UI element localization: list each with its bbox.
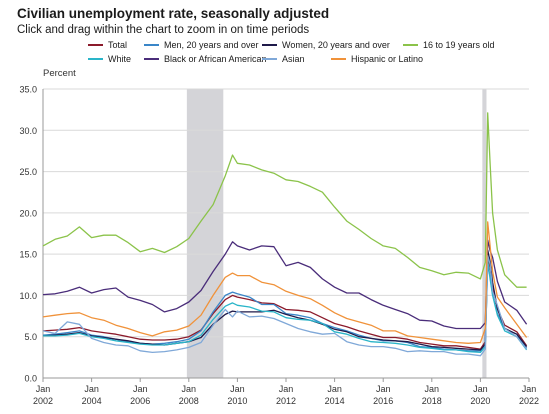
chart-legend: Total Men, 20 years and over Women, 20 yea…: [0, 40, 549, 70]
x-tick-label: Jan: [327, 384, 342, 394]
x-tick-label: Jan: [522, 384, 537, 394]
x-tick-label: Jan: [36, 384, 51, 394]
x-tick-label: 2004: [82, 396, 102, 406]
legend-label: Hispanic or Latino: [351, 54, 424, 64]
legend-item-white[interactable]: White: [88, 54, 131, 64]
y-tick-label: 35.0: [19, 85, 37, 95]
y-tick-label: 15.0: [19, 250, 37, 260]
legend-item-women-20-years-and-over[interactable]: Women, 20 years and over: [262, 40, 390, 50]
x-tick-label: 2022: [519, 396, 539, 406]
legend-label: 16 to 19 years old: [423, 40, 495, 50]
legend-item-black-or-african-american[interactable]: Black or African American: [144, 54, 267, 64]
x-tick-label: 2020: [470, 396, 490, 406]
series-line-hispanic-or-latino: [42, 221, 528, 344]
legend-label: Total: [108, 40, 128, 50]
y-tick-label: 0.0: [24, 374, 37, 384]
legend-swatch: [331, 58, 346, 60]
y-axis-label: Percent: [43, 68, 76, 79]
chart-subtitle: Click and drag within the chart to zoom …: [17, 24, 310, 36]
legend-swatch: [262, 58, 277, 60]
x-tick-label: 2010: [227, 396, 247, 406]
series-line-16-to-19-years-old: [42, 112, 527, 288]
series-line-total: [42, 255, 528, 350]
chart-title: Civilian unemployment rate, seasonally a…: [17, 6, 330, 21]
x-tick-label: 2002: [33, 396, 53, 406]
legend-label: Asian: [282, 54, 305, 64]
y-tick-label: 20.0: [19, 208, 37, 218]
legend-label: Women, 20 years and over: [282, 40, 390, 50]
legend-swatch: [403, 44, 418, 46]
x-tick-label: Jan: [182, 384, 197, 394]
x-tick-label: 2012: [276, 396, 296, 406]
legend-label: Black or African American: [164, 54, 267, 64]
legend-swatch: [144, 44, 159, 46]
legend-swatch: [88, 44, 103, 46]
x-tick-label: 2016: [373, 396, 393, 406]
legend-item-16-to-19-years-old[interactable]: 16 to 19 years old: [403, 40, 495, 50]
series-line-white: [43, 260, 528, 354]
x-tick-label: Jan: [473, 384, 488, 394]
y-tick-label: 30.0: [19, 126, 37, 136]
legend-item-total[interactable]: Total: [88, 40, 127, 50]
legend-swatch: [262, 44, 277, 46]
y-tick-label: 10.0: [19, 291, 37, 301]
legend-swatch: [88, 58, 103, 60]
legend-item-men-20-years-and-over[interactable]: Men, 20 years and over: [144, 40, 259, 50]
legend-swatch: [144, 58, 159, 60]
x-tick-label: Jan: [84, 384, 99, 394]
x-tick-label: Jan: [230, 384, 245, 394]
series-line-asian: [42, 255, 528, 357]
legend-label: Men, 20 years and over: [164, 40, 259, 50]
x-tick-label: Jan: [133, 384, 148, 394]
legend-label: White: [108, 54, 132, 64]
recession-shade: [482, 89, 487, 378]
x-tick-label: Jan: [425, 384, 440, 394]
x-tick-label: 2006: [130, 396, 150, 406]
y-tick-label: 5.0: [24, 332, 37, 342]
legend-item-asian[interactable]: Asian: [262, 54, 305, 64]
x-tick-label: Jan: [376, 384, 391, 394]
series-line-women-20-years-and-over: [42, 249, 528, 351]
series-line-black-or-african-american: [42, 239, 528, 330]
legend-item-hispanic-or-latino[interactable]: Hispanic or Latino: [331, 54, 423, 64]
x-tick-label: 2018: [422, 396, 442, 406]
y-tick-label: 25.0: [19, 167, 37, 177]
x-tick-label: 2008: [179, 396, 199, 406]
x-tick-label: 2014: [325, 396, 345, 406]
x-tick-label: Jan: [279, 384, 294, 394]
